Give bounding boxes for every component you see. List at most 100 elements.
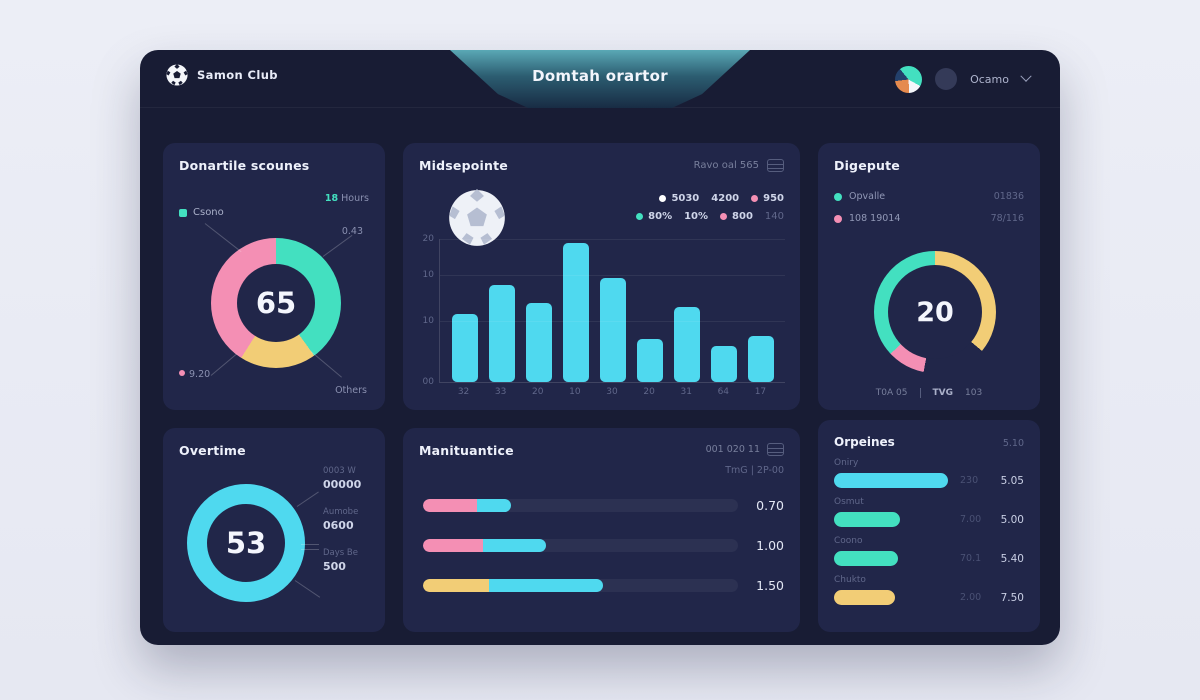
x-axis-tick: 20 [532,387,544,397]
openings-header: Orpeines 5.10 [834,435,1024,449]
header: Samon Club Domtah orartor Ocamo [140,50,1060,108]
card-overtime: Overtime 53 0003 W 00000 Aumobe 0600 Days Be… [163,428,385,632]
card-title: Overtime [179,443,246,458]
legend-text: 80% [648,211,673,222]
y-axis-tick: 10 [422,315,434,326]
row-line: 70.1 5.40 [834,551,1024,566]
card-title: Digepute [834,158,900,173]
row-bar [834,512,901,527]
legend-value: 78/116 [990,213,1024,224]
progress-bars: 0.70 1.00 1.50 [423,498,784,593]
title-tab: Domtah orartor [450,50,750,108]
legend-dot-icon [834,192,842,201]
overtime-stats: 0003 W 00000 Aumobe 0600 Days Be 500 [323,466,361,573]
row-number: 70.1 [960,553,982,564]
dashboard-panel: Samon Club Domtah orartor Ocamo Donartil… [140,50,1060,645]
chevron-down-icon[interactable] [1020,70,1032,82]
progress-value: 0.70 [756,498,784,513]
row-value: 5.40 [1000,552,1024,565]
avatar[interactable] [895,65,923,93]
legend-item: 140 [765,211,784,222]
dispute-gauge-center: 20 [888,265,982,359]
row-number: 230 [960,475,979,486]
legend-label: 108 19014 [849,213,901,224]
callout-bottom-right: Others [335,385,367,396]
progress-segment [476,499,512,512]
logo-text: Samon Club [197,68,278,82]
row-number: 2.00 [960,592,982,603]
progress-track [423,579,738,592]
row-bar [834,551,898,566]
progress-value: 1.50 [756,578,784,593]
row-line: 7.00 5.00 [834,512,1024,527]
row-bar [834,590,896,605]
card-meta: 5.10 [1002,438,1024,449]
legend-item: 5030 [659,193,699,204]
y-axis-tick: 00 [422,377,434,387]
user-name: Ocamo [970,72,1009,86]
legend-item: 4200 [711,193,739,204]
x-axis-tick: 30 [606,387,618,397]
lead-donut-ring: 65 [211,238,341,368]
card-lead-sources: Donartile scounes 18 Hours Csono 65 0.43… [163,143,385,410]
legend-dot-icon [720,213,728,220]
legend-dot-icon [659,195,667,202]
row-number: 7.00 [960,514,982,525]
legend-item: 950 [751,193,784,204]
card-dispute: Digepute Opvalle 01836 108 19014 78/116 20 … [818,143,1040,410]
callout-line [310,351,342,378]
user-menu[interactable]: Ocamo [895,50,1032,108]
row-bar-zone [834,473,952,488]
openings-row: Oniry 230 5.05 [834,458,1024,488]
dispute-gauge-ring: 20 [874,251,996,373]
row-value: 5.05 [1000,474,1024,487]
legend-item: 80% [636,211,672,222]
progress-track [423,539,738,552]
filter-icon[interactable] [767,159,784,172]
overtime-stat: Aumobe 0600 [323,507,361,532]
legend-text: 5030 [671,193,700,204]
row-value: 7.50 [1000,591,1024,604]
card-title: Manituantice [419,443,514,458]
collapse-icon[interactable] [767,443,784,456]
hours-badge: 18 Hours [325,193,369,204]
logo[interactable]: Samon Club [166,64,278,86]
overtime-value: 53 [225,526,267,560]
gridline [440,239,785,240]
bar-chart-xlabels: 32 33 20 10 30 20 31 64 17 [439,387,785,397]
bar [451,314,478,382]
x-axis-tick: 31 [680,387,692,397]
legend-dot-icon [751,195,759,202]
card-openings: Orpeines 5.10 Oniry 230 5.05 Osmut 7.00 5.00 C… [818,420,1040,632]
progress-fill [423,499,512,512]
callout-line [204,223,242,253]
hours-badge-text: Hours [341,193,369,204]
stat-value: 0600 [323,519,354,532]
progress-segment [423,499,477,512]
stat-label: Aumobe [323,507,359,517]
row-line: 230 5.05 [834,473,1024,488]
x-axis-tick: 20 [643,387,655,397]
dispute-footer: T0A 05 TVG 103 [818,388,1040,398]
legend-row: 5030 4200 950 [636,193,784,204]
progress-segment [423,579,490,592]
legend-item: 10% [684,211,708,222]
meta-text: 001 020 11 [705,444,760,455]
legend-text: 140 [764,211,784,222]
progress-fill [423,539,546,552]
meta-subtext: TmG | 2P-00 [725,465,784,476]
overtime-stat: Days Be 500 [323,548,361,573]
callout-top-right: 0.43 [341,226,363,237]
openings-row: Osmut 7.00 5.00 [834,497,1024,527]
chart-legend: 5030 4200 950 80% 10% 800 140 [636,193,784,222]
card-title: Orpeines [834,435,895,449]
bar [636,339,663,382]
progress-track [423,499,738,512]
x-axis-tick: 32 [457,387,470,397]
legend-text: 10% [684,211,709,222]
footer-stat: 103 [965,388,983,398]
footer-stat: T0A 05 [875,388,908,398]
card-meta: 001 020 11 TmG | 2P-00 [706,443,784,476]
secondary-avatar[interactable] [935,68,958,90]
